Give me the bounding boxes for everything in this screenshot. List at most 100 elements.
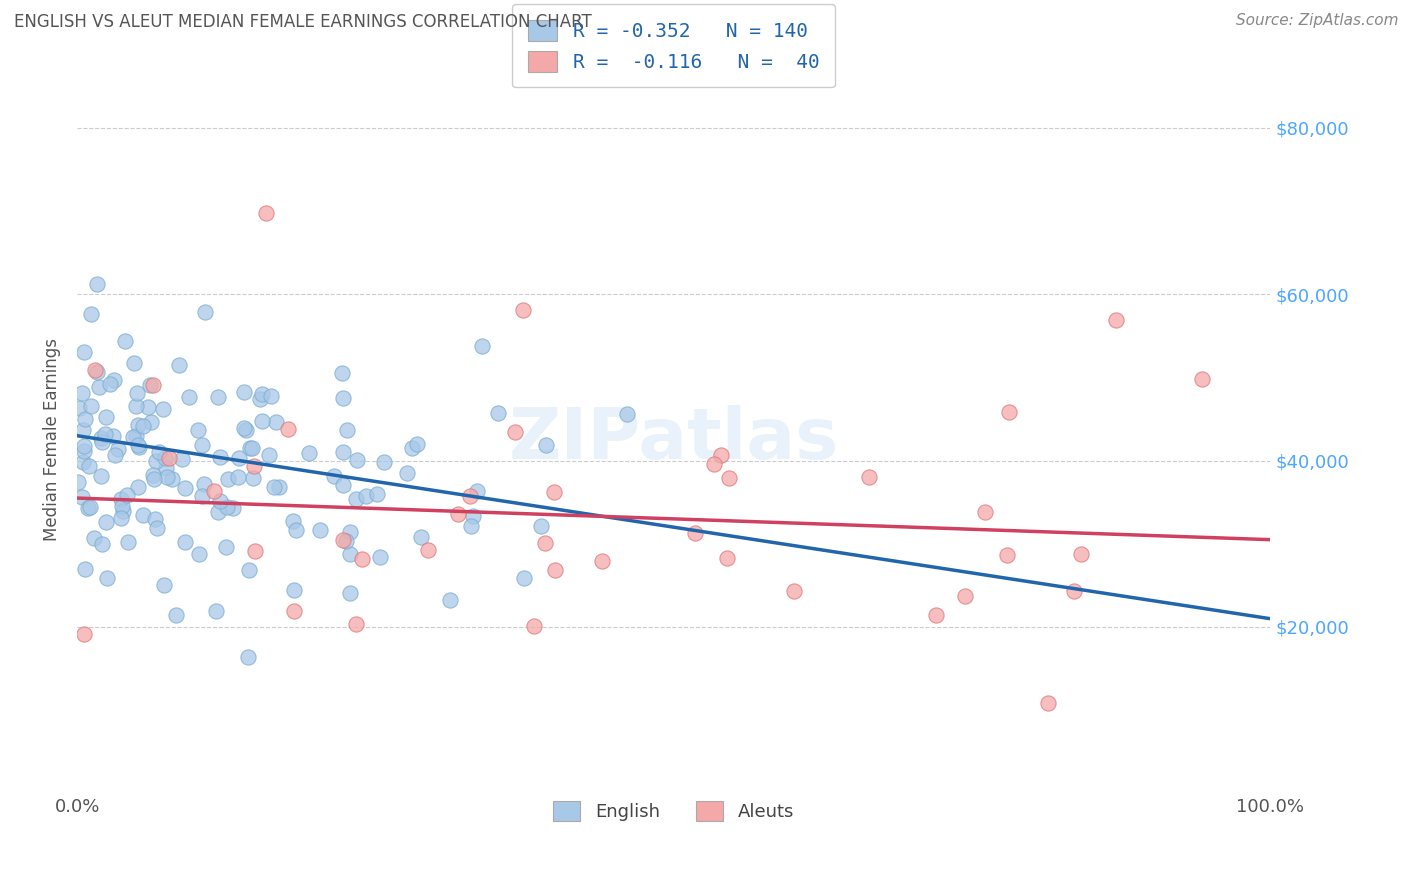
Point <box>191 489 214 503</box>
Point <box>254 206 277 220</box>
Point <box>228 451 250 466</box>
Point <box>685 525 707 540</box>
Point <box>267 480 290 494</box>
Point <box>142 467 165 482</box>
Point <box>174 535 197 549</box>
Point <box>339 524 361 539</box>
Point <box>174 481 197 495</box>
Point <box>616 407 638 421</box>
Point <box>207 390 229 404</box>
Point <box>170 452 193 467</box>
Point <box>250 387 273 401</box>
Point <box>75 562 97 576</box>
Point <box>111 500 134 514</box>
Point <box>136 400 159 414</box>
Point <box>226 470 249 484</box>
Point <box>530 519 553 533</box>
Point <box>162 472 184 486</box>
Point <box>138 378 160 392</box>
Point <box>143 512 166 526</box>
Point <box>1063 584 1085 599</box>
Point <box>73 439 96 453</box>
Point <box>543 485 565 500</box>
Point <box>117 535 139 549</box>
Point <box>354 489 377 503</box>
Point <box>344 617 367 632</box>
Point <box>534 438 557 452</box>
Point <box>127 480 149 494</box>
Point <box>240 442 263 456</box>
Point <box>505 425 527 439</box>
Point <box>239 441 262 455</box>
Point <box>83 531 105 545</box>
Point <box>165 608 187 623</box>
Point <box>458 489 481 503</box>
Legend: English, Aleuts: English, Aleuts <box>541 789 807 834</box>
Point <box>208 494 231 508</box>
Point <box>332 478 354 492</box>
Point <box>127 417 149 432</box>
Point <box>94 516 117 530</box>
Point <box>718 471 741 485</box>
Point <box>242 458 264 473</box>
Point <box>339 585 361 599</box>
Point <box>460 519 482 533</box>
Point <box>73 627 96 641</box>
Point <box>194 305 217 319</box>
Point <box>98 376 121 391</box>
Point <box>145 521 167 535</box>
Point <box>215 540 238 554</box>
Point <box>114 334 136 348</box>
Point <box>250 414 273 428</box>
Point <box>90 469 112 483</box>
Point <box>330 366 353 380</box>
Text: ENGLISH VS ALEUT MEDIAN FEMALE EARNINGS CORRELATION CHART: ENGLISH VS ALEUT MEDIAN FEMALE EARNINGS … <box>14 13 592 31</box>
Point <box>127 386 149 401</box>
Point <box>411 530 433 544</box>
Point <box>167 358 190 372</box>
Point <box>235 423 257 437</box>
Point <box>208 450 231 464</box>
Point <box>401 441 423 455</box>
Point <box>703 457 725 471</box>
Point <box>70 386 93 401</box>
Point <box>447 507 470 521</box>
Point <box>187 423 209 437</box>
Point <box>346 453 368 467</box>
Point <box>157 451 180 466</box>
Point <box>115 488 138 502</box>
Point <box>243 544 266 558</box>
Point <box>523 619 546 633</box>
Point <box>335 534 357 549</box>
Point <box>107 442 129 456</box>
Point <box>263 480 285 494</box>
Point <box>87 379 110 393</box>
Point <box>73 443 96 458</box>
Point <box>1070 548 1092 562</box>
Point <box>155 461 177 475</box>
Point <box>207 505 229 519</box>
Point <box>471 339 494 353</box>
Point <box>366 487 388 501</box>
Point <box>104 448 127 462</box>
Point <box>217 500 239 514</box>
Point <box>177 390 200 404</box>
Point <box>283 604 305 618</box>
Point <box>405 437 427 451</box>
Point <box>121 430 143 444</box>
Point <box>238 563 260 577</box>
Point <box>86 365 108 379</box>
Point <box>339 547 361 561</box>
Point <box>259 448 281 462</box>
Point <box>283 514 305 528</box>
Point <box>103 429 125 443</box>
Point <box>90 431 112 445</box>
Point <box>202 484 225 499</box>
Point <box>974 505 997 519</box>
Point <box>79 500 101 514</box>
Point <box>332 445 354 459</box>
Point <box>344 491 367 506</box>
Point <box>221 500 243 515</box>
Point <box>72 424 94 438</box>
Point <box>110 511 132 525</box>
